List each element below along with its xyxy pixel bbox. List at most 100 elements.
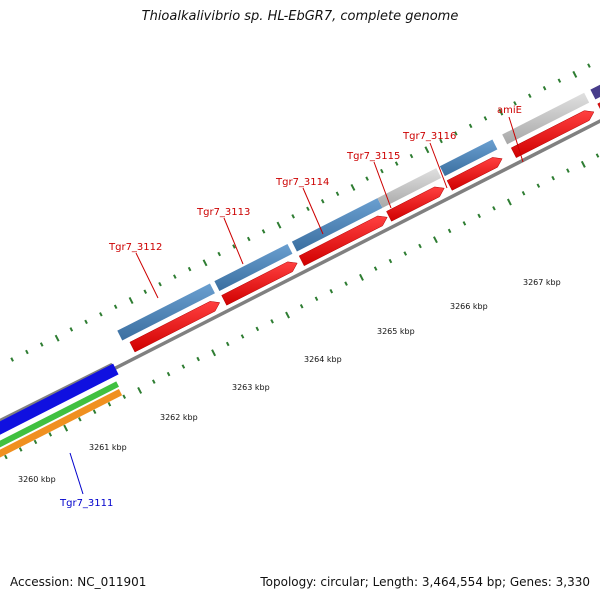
tick-mark-scale <box>63 424 69 432</box>
scale-label: 3261 kbp <box>89 443 127 452</box>
gene-label: Tgr7_3112 <box>108 242 162 253</box>
tick-mark-scale <box>373 266 378 271</box>
tick-mark-upper <box>84 319 88 325</box>
tick-mark-scale <box>299 304 304 309</box>
tick-mark-upper <box>335 191 340 196</box>
tick-mark-scale <box>151 379 156 384</box>
tick-mark-upper <box>99 312 103 317</box>
cds-arrow-tgr7-3112 <box>129 301 221 353</box>
gene-band-tgr7-3113 <box>214 243 293 291</box>
tick-mark-upper <box>232 244 236 249</box>
tick-mark-upper <box>39 342 44 347</box>
tick-mark-scale <box>403 251 408 256</box>
tick-mark-scale <box>18 447 23 452</box>
tick-mark-upper <box>128 297 134 304</box>
gene-band-amie <box>502 92 590 145</box>
track-blue-tgr7-3111 <box>0 363 119 435</box>
tick-mark-scale <box>255 326 260 332</box>
tick-mark-upper <box>394 161 399 166</box>
tick-mark-upper <box>202 259 208 267</box>
tick-mark-upper <box>276 221 282 229</box>
tick-mark-upper <box>409 153 414 159</box>
tick-mark-scale <box>211 349 217 357</box>
gene-label: Tgr7_3116 <box>402 131 456 142</box>
labels: 3260 kbp 3261 kbp 3262 kbp 3263 kbp 3264 kbp… <box>18 105 561 509</box>
scale-label: 3264 kbp <box>304 355 342 364</box>
tick-mark-upper <box>468 123 473 129</box>
scale-label: 3260 kbp <box>18 475 56 484</box>
gene-leader-line <box>429 142 448 189</box>
tick-mark-scale <box>462 221 467 226</box>
tick-mark-scale <box>137 386 143 394</box>
feature-tracks <box>0 84 600 458</box>
tick-mark-upper <box>454 131 458 136</box>
gene-label: Tgr7_3113 <box>196 207 250 218</box>
tick-mark-scale <box>359 273 364 281</box>
cds-arrow-tgr7-3113 <box>221 261 298 306</box>
tick-mark-scale <box>240 334 245 339</box>
scale-label: 3266 kbp <box>450 302 488 311</box>
tick-mark-upper <box>513 101 517 106</box>
gene-band-tgr7-3112 <box>117 283 215 341</box>
tick-mark-scale <box>536 183 541 188</box>
track-green <box>0 381 119 448</box>
tick-mark-scale <box>551 175 555 181</box>
scale-label: 3263 kbp <box>232 383 270 392</box>
tick-mark-upper <box>187 266 192 272</box>
tick-mark-upper <box>246 236 251 242</box>
tick-mark-upper <box>69 327 74 332</box>
tick-mark-scale <box>107 402 112 407</box>
genome-summary-text: Topology: circular; Length: 3,464,554 bp… <box>260 575 590 589</box>
tick-mark-upper <box>424 146 430 154</box>
tick-mark-scale <box>166 371 171 377</box>
gene-leader-line <box>135 252 159 299</box>
gene-leader-line <box>373 161 392 209</box>
gene-band-next <box>590 84 600 100</box>
tick-mark-upper <box>542 85 547 91</box>
track-orange <box>0 389 123 458</box>
cds-arrow-amie <box>510 110 595 159</box>
tick-mark-scale <box>506 198 512 206</box>
gene-label: amiE <box>497 105 522 116</box>
backbone-line-left <box>0 362 113 422</box>
tick-mark-scale <box>388 258 393 264</box>
gene-band-tgr7-3114 <box>291 198 383 252</box>
tick-mark-upper <box>143 289 148 294</box>
tick-mark-upper <box>483 116 488 121</box>
tick-mark-scale <box>122 394 127 399</box>
tick-mark-upper <box>498 108 504 116</box>
scale-label: 3262 kbp <box>160 413 198 422</box>
tick-mark-upper <box>380 168 384 174</box>
tick-mark-scale <box>595 153 600 158</box>
tick-mark-scale <box>447 228 452 234</box>
cds-arrow-next <box>597 102 600 109</box>
tick-mark-upper <box>25 349 29 355</box>
gene-band-tgr7-3116 <box>439 139 498 177</box>
gene-leader-line <box>302 187 324 235</box>
accession-text: Accession: NC_011901 <box>10 575 147 589</box>
tick-mark-upper <box>320 199 325 204</box>
tick-mark-scale <box>4 454 8 460</box>
tick-mark-upper <box>557 78 562 83</box>
tick-mark-scale <box>78 417 82 422</box>
tick-mark-upper <box>439 138 443 144</box>
tick-mark-upper <box>587 63 591 68</box>
cds-arrow-tgr7-3114 <box>298 215 388 267</box>
tick-mark-scale <box>196 356 200 362</box>
tick-mark-upper <box>10 357 14 362</box>
gene-label: Tgr7_3114 <box>275 177 329 188</box>
tick-mark-scale <box>181 364 186 369</box>
tick-mark-scale <box>418 243 422 249</box>
gene-band-tgr7-3115 <box>377 168 442 208</box>
tick-marks <box>4 63 600 460</box>
gene-label: Tgr7_3111 <box>59 498 113 509</box>
tick-mark-scale <box>329 288 334 294</box>
cds-arrow-tgr7-3116 <box>446 157 503 191</box>
gene-leader-line <box>223 217 244 265</box>
tick-mark-scale <box>33 439 38 445</box>
tick-mark-upper <box>350 183 356 191</box>
gene-label: Tgr7_3115 <box>346 151 400 162</box>
tick-mark-scale <box>285 311 290 319</box>
gene-leader-line <box>69 452 84 495</box>
